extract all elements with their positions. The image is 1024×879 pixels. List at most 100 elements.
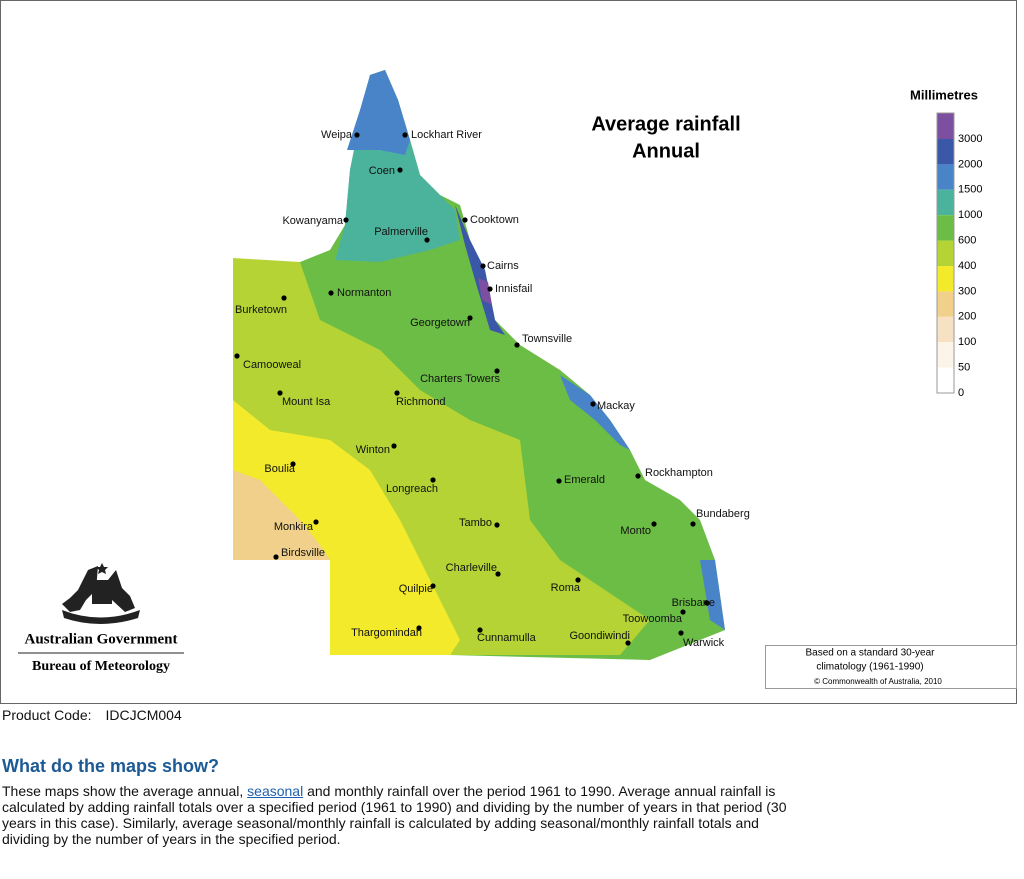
place-label: Longreach <box>386 483 438 495</box>
place: Monto <box>620 521 657 537</box>
place: Mackay <box>590 400 635 412</box>
seasonal-link[interactable]: seasonal <box>247 783 304 799</box>
legend-label: 1500 <box>958 184 982 196</box>
section-paragraph: These maps show the average annual, seas… <box>2 783 802 847</box>
place: Rockhampton <box>635 467 713 479</box>
legend-swatch <box>937 316 954 343</box>
legend-label: 0 <box>958 387 964 399</box>
place: Emerald <box>556 474 605 486</box>
place-dot <box>590 401 596 407</box>
place-label: Emerald <box>564 474 605 486</box>
place-label: Richmond <box>396 396 446 408</box>
legend-swatch <box>937 266 954 292</box>
place-dot <box>625 640 631 646</box>
place-label: Coen <box>369 165 395 177</box>
place-label: Monto <box>620 525 651 537</box>
place: Coen <box>369 165 403 177</box>
place-dot <box>651 521 657 527</box>
place-label: Warwick <box>683 637 725 649</box>
place: Mount Isa <box>277 390 331 408</box>
place-dot <box>281 295 287 301</box>
legend-label: 100 <box>958 336 976 348</box>
place: Birdsville <box>273 547 325 560</box>
place: Brisbane <box>672 597 715 609</box>
place: Burketown <box>235 295 287 316</box>
place-dot <box>290 461 296 467</box>
place-label: Charleville <box>446 562 497 574</box>
legend-swatch <box>937 342 954 368</box>
place: Palmerville <box>374 226 430 243</box>
place-dot <box>690 521 696 527</box>
place-dot <box>402 132 408 138</box>
place-dot <box>494 368 500 374</box>
place: Normanton <box>328 287 391 299</box>
place-label: Palmerville <box>374 226 428 238</box>
place-dot <box>477 627 483 633</box>
place: Thargomindah <box>351 625 422 639</box>
note-line: climatology (1961-1990) <box>816 662 923 673</box>
place-label: Weipa <box>321 129 353 141</box>
coat-of-arms <box>62 563 140 624</box>
place: Georgetown <box>410 315 473 329</box>
note-box <box>765 645 1017 689</box>
queensland-map <box>233 70 725 660</box>
place-label: Mount Isa <box>282 396 331 408</box>
legend-swatch <box>937 139 954 165</box>
note-line: © Commonwealth of Australia, 2010 <box>814 677 942 686</box>
logo-text: Australian Government <box>25 631 178 647</box>
note-line: Based on a standard 30-year <box>806 648 936 659</box>
place: Richmond <box>394 390 446 408</box>
place-dot <box>680 609 686 615</box>
place-dot <box>234 353 240 359</box>
place: Kowanyama <box>282 215 349 227</box>
place-dot <box>397 167 403 173</box>
legend-swatch <box>937 367 954 393</box>
place-dot <box>313 519 319 525</box>
place-dot <box>328 290 334 296</box>
place: Tambo <box>459 517 500 529</box>
place-dot <box>495 571 501 577</box>
place-dot <box>394 390 400 396</box>
text: These maps show the average annual, <box>2 783 248 799</box>
place-label: Roma <box>551 582 581 594</box>
place-label: Georgetown <box>410 317 470 329</box>
map-subtitle: Annual <box>632 140 700 162</box>
place: Winton <box>356 443 397 456</box>
place-dot <box>430 477 436 483</box>
place: Cunnamulla <box>477 627 537 644</box>
place-label: Monkira <box>274 521 314 533</box>
section-heading: What do the maps show? <box>2 756 220 776</box>
place: Toowoomba <box>623 609 686 625</box>
place: Lockhart River <box>402 129 482 141</box>
place-label: Cairns <box>487 260 519 272</box>
place-label: Normanton <box>337 287 391 299</box>
place: Quilpie <box>399 583 436 595</box>
place: Boulia <box>264 461 296 475</box>
text: and monthly rainfall over the period 196… <box>2 783 787 847</box>
legend-swatch <box>937 291 954 317</box>
place-label: Kowanyama <box>282 215 343 227</box>
legend: 3000 2000 1500 1000 600 400 300 200 100 50 0 <box>936 112 982 399</box>
product-code-value: IDCJCM004 <box>105 707 182 723</box>
place-label: Charters Towers <box>420 373 500 385</box>
place: Townsville <box>514 333 572 348</box>
place-label: Cooktown <box>470 214 519 226</box>
place-label: Toowoomba <box>623 613 683 625</box>
place-label: Innisfail <box>495 283 532 295</box>
place-dot <box>480 263 486 269</box>
legend-swatch <box>937 164 954 190</box>
legend-label: 600 <box>958 235 976 247</box>
place-label: Brisbane <box>672 597 715 609</box>
place-label: Birdsville <box>281 547 325 559</box>
place: Charters Towers <box>420 368 500 385</box>
legend-swatch <box>937 189 954 216</box>
legend-border <box>936 112 955 394</box>
places: Weipa Lockhart River Coen Kowanyama Palmervi… <box>234 129 750 649</box>
place: Roma <box>551 577 581 594</box>
place-label: Winton <box>356 444 390 456</box>
place-dot <box>494 522 500 528</box>
place-dot <box>556 478 562 484</box>
place-dot <box>416 625 422 631</box>
place-label: Rockhampton <box>645 467 713 479</box>
